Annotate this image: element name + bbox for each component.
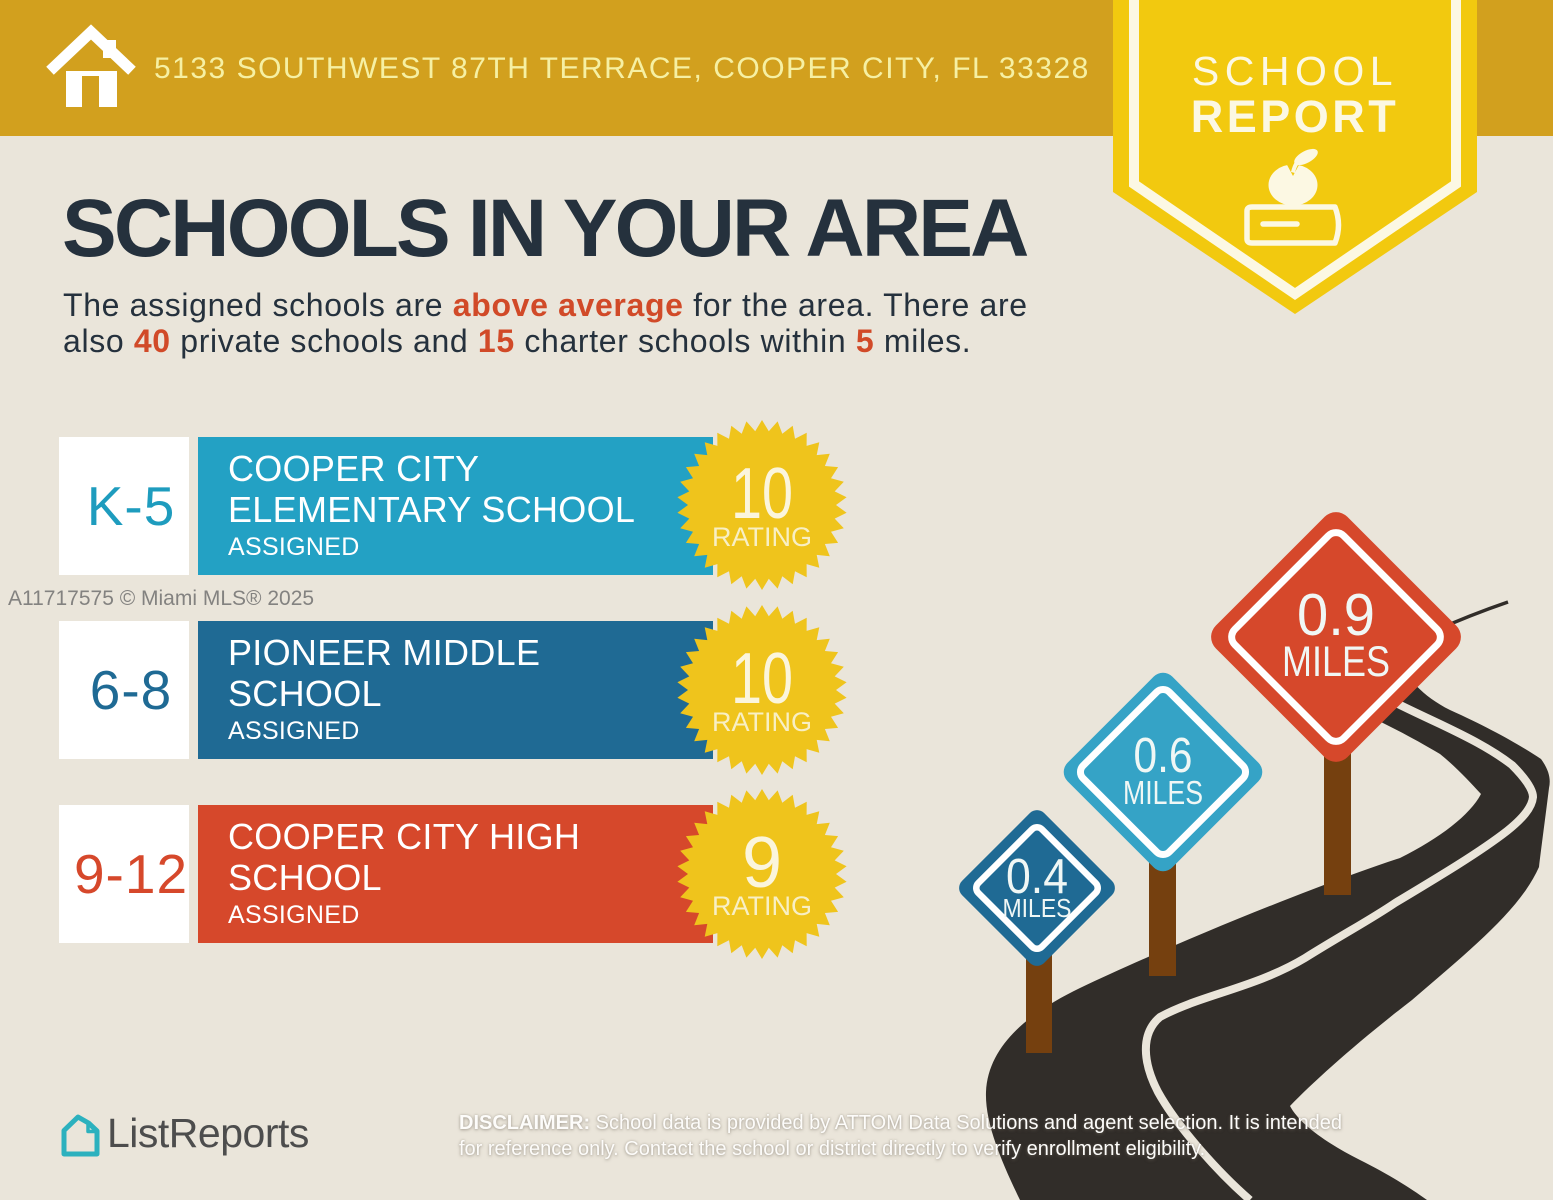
svg-text:0.4: 0.4 [1006,850,1068,904]
svg-text:10: 10 [731,454,793,534]
svg-text:10: 10 [731,639,793,719]
svg-text:RATING: RATING [712,891,812,921]
svg-text:9: 9 [742,823,782,903]
svg-text:RATING: RATING [712,707,812,737]
svg-text:RATING: RATING [712,522,812,552]
svg-text:0.9: 0.9 [1297,582,1375,648]
svg-text:MILES: MILES [1003,893,1072,923]
svg-text:MILES: MILES [1282,638,1390,686]
svg-text:0.6: 0.6 [1134,729,1193,783]
svg-text:SCHOOL: SCHOOL [1192,48,1398,94]
svg-text:REPORT: REPORT [1191,91,1400,142]
svg-text:MILES: MILES [1123,774,1203,811]
